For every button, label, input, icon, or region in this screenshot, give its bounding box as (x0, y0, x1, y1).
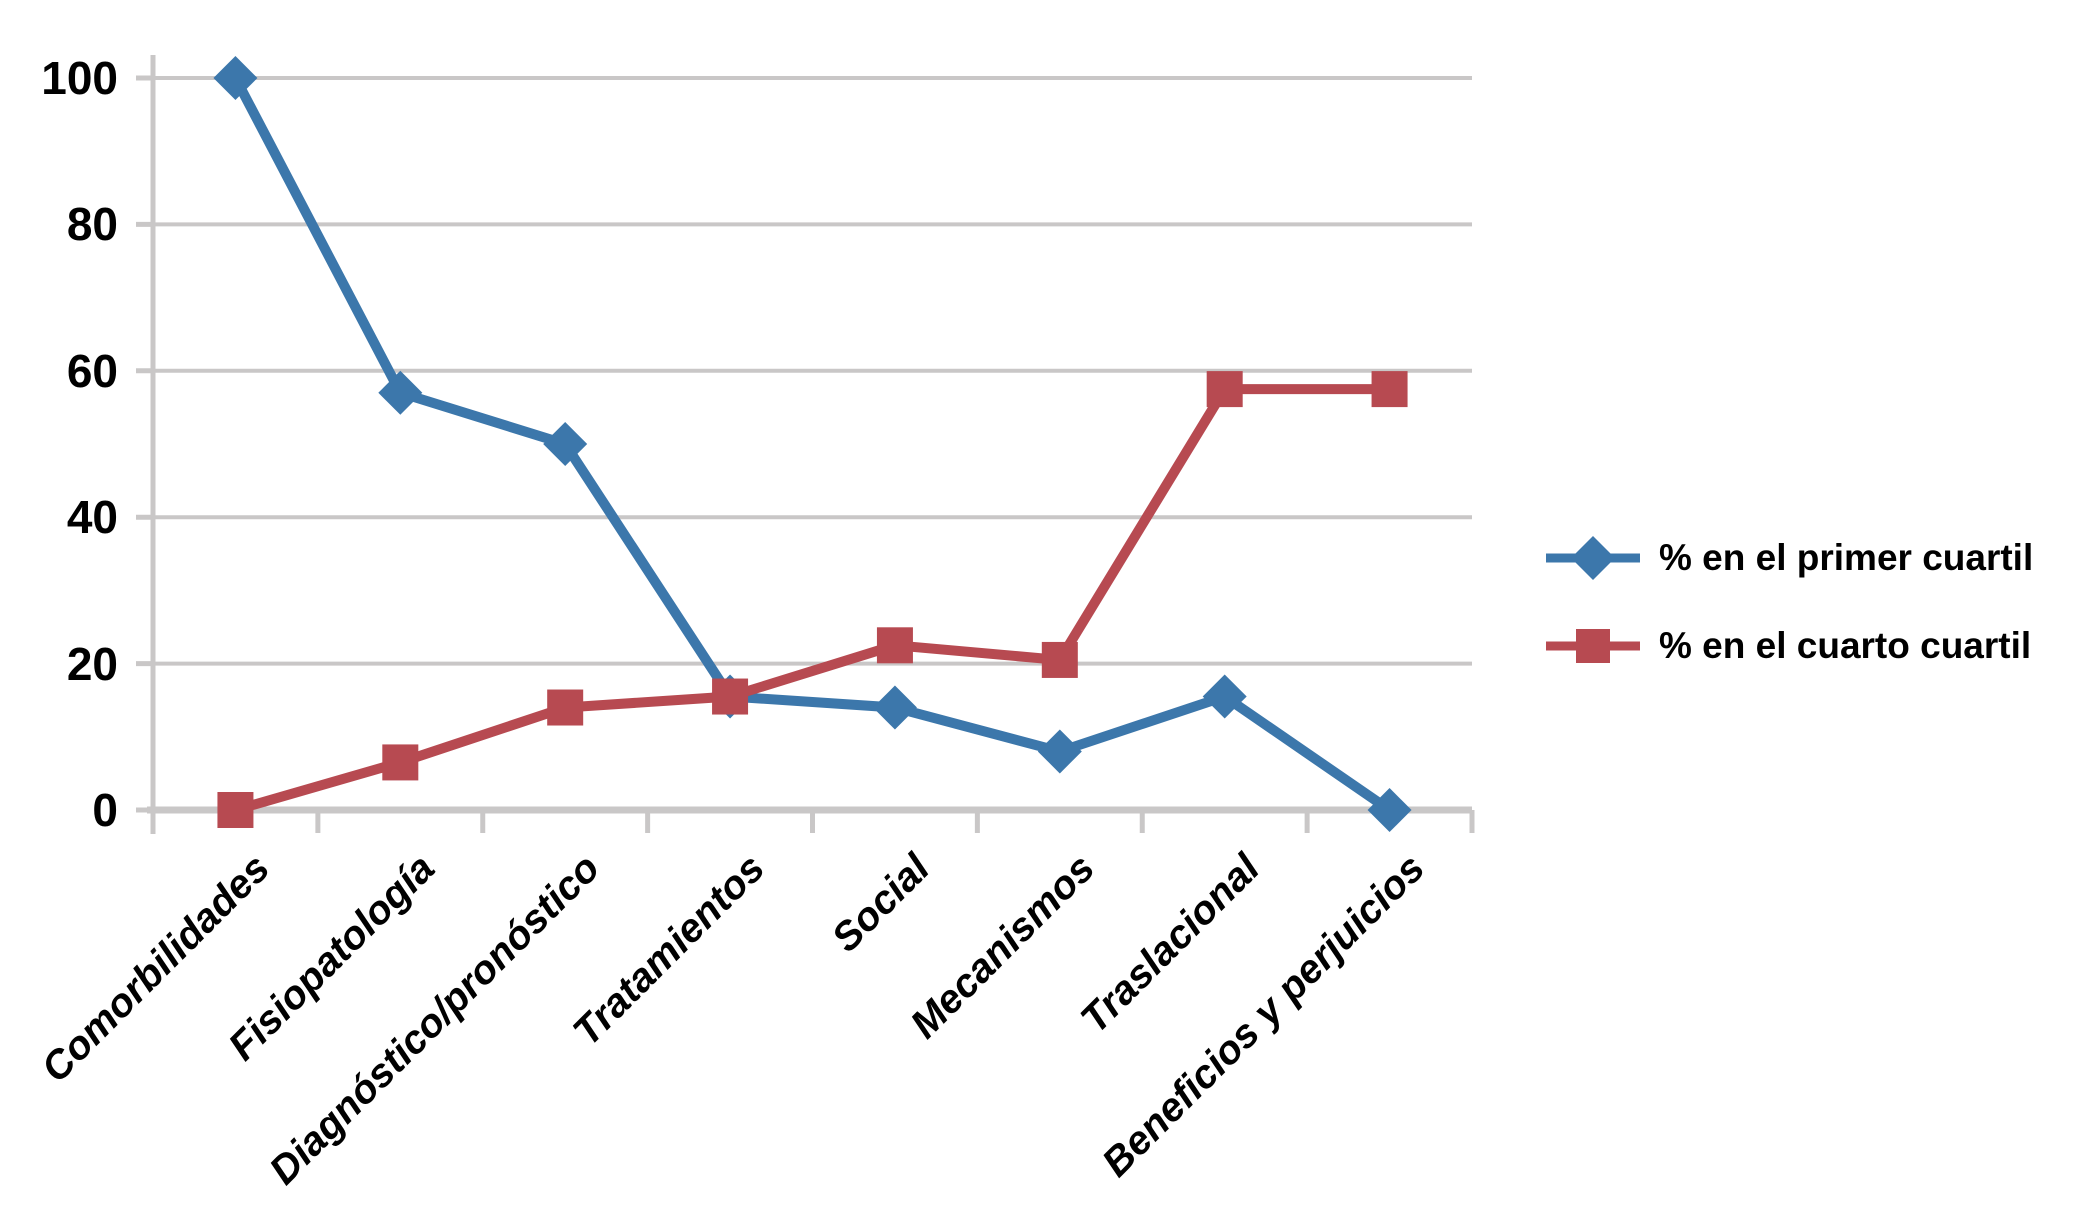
data-point-0-7 (1367, 788, 1412, 832)
data-point-0-4 (872, 685, 917, 730)
data-point-1-4 (876, 627, 913, 664)
legend-marker-shape-1 (1576, 629, 1610, 663)
data-point-1-2 (547, 689, 584, 726)
data-point-0-6 (1202, 674, 1247, 719)
y-tick-label-100: 100 (41, 52, 118, 104)
data-point-1-3 (712, 678, 749, 715)
data-point-0-5 (1037, 729, 1082, 774)
legend-label-primer-cuartil: % en el primer cuartil (1659, 537, 2034, 578)
data-point-0-1 (378, 370, 423, 415)
data-point-0-0 (213, 56, 258, 100)
data-point-1-1 (382, 744, 419, 781)
legend-marker-shape-0 (1571, 536, 1615, 580)
square-marker-icon (1546, 629, 1640, 663)
data-point-1-5 (1041, 641, 1078, 678)
y-tick-label-80: 80 (66, 198, 118, 251)
legend: % en el primer cuartil % en el cuarto cu… (1543, 527, 2033, 703)
y-tick-label-0: 0 (92, 784, 118, 836)
diamond-marker-icon (1546, 536, 1640, 580)
legend-label-cuarto-cuartil: % en el cuarto cuartil (1659, 625, 2032, 666)
series-line-1 (234, 384, 1390, 815)
series-line-0 (231, 75, 1393, 815)
y-tick-label-40: 40 (66, 491, 118, 544)
legend-item-cuarto-cuartil: % en el cuarto cuartil (1543, 615, 2033, 677)
data-point-1-7 (1371, 371, 1408, 408)
data-point-0-2 (543, 422, 588, 466)
legend-item-primer-cuartil: % en el primer cuartil (1543, 527, 2033, 589)
data-point-1-0 (217, 792, 254, 828)
y-tick-label-20: 20 (66, 637, 118, 690)
y-tick-label-60: 60 (66, 344, 118, 397)
data-point-1-6 (1206, 371, 1243, 408)
